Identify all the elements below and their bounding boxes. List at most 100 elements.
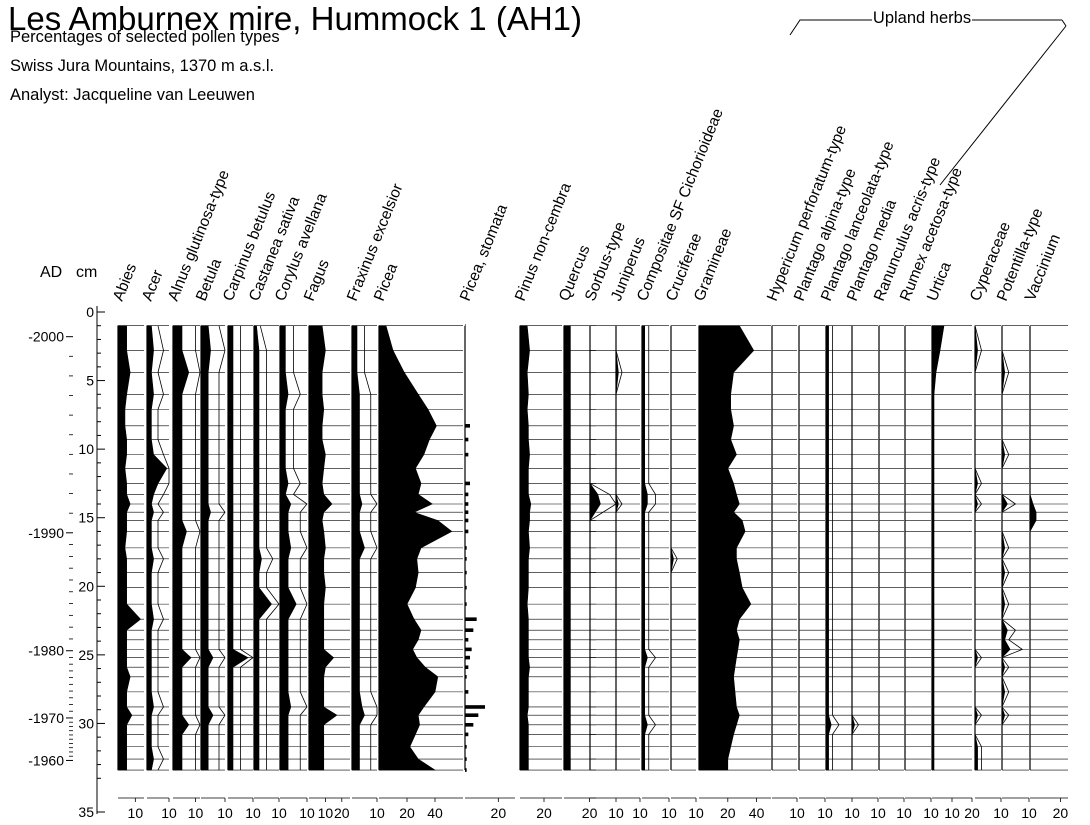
subtitle-line-2: Swiss Jura Mountains, 1370 m a.s.l. — [10, 57, 274, 75]
x-tick-label-pinus-non-cembra: 20 — [536, 805, 552, 821]
x-tick-label-plantago-media: 10 — [870, 805, 886, 821]
x-tick-label-picea-stomata: 20 — [491, 805, 507, 821]
x-tick-label-picea: 40 — [427, 805, 443, 821]
curve-quercus — [563, 325, 571, 771]
x-tick-label-abies: 10 — [128, 805, 144, 821]
curve-betula — [200, 325, 214, 771]
x-tick-label-carpinus-betulus: 10 — [245, 805, 261, 821]
exaggeration-curve-betula — [218, 325, 226, 771]
stomata-bar — [465, 570, 467, 575]
panel-acer: Acer 10 — [139, 268, 177, 821]
bracket-right-end — [1061, 19, 1067, 27]
x-tick-label-fraxinus-excelsior: 10 — [369, 805, 385, 821]
bracket-right-diagonal — [939, 25, 1067, 186]
stomata-bar — [465, 732, 469, 737]
exaggeration-curve-compositae-sf-cichorioideae — [648, 325, 657, 771]
stomata-bar — [465, 466, 466, 471]
x-tick-label-gramineae: 40 — [749, 805, 765, 821]
stomata-bar — [465, 492, 469, 497]
taxon-label-picea: Picea — [371, 261, 401, 304]
curve-castanea-sativa — [253, 325, 272, 771]
depth-tick-label: 15 — [78, 510, 94, 526]
curve-carpinus-betulus — [227, 325, 249, 771]
x-tick-label-ranunculus-acris-type: 10 — [896, 805, 912, 821]
x-tick-label-alnus-glutinosa-type: 10 — [188, 805, 204, 821]
age-axis-label: AD — [40, 264, 62, 281]
depth-tick-label: 35 — [78, 804, 94, 820]
curve-compositae-sf-cichorioideae — [641, 325, 648, 771]
stomata-bar — [465, 392, 466, 397]
x-tick-label-quercus: 20 — [582, 805, 598, 821]
exaggeration-curve-acer — [157, 325, 170, 771]
curve-fagus — [308, 325, 338, 771]
stomata-bar — [465, 437, 469, 442]
stomata-bar — [465, 744, 467, 749]
stomata-bar — [465, 370, 466, 375]
exaggeration-curve-fraxinus-excelsior — [364, 325, 378, 771]
stomata-bar — [465, 713, 479, 717]
exaggeration-curve-plantago-lanceolata-type — [832, 325, 840, 771]
exaggeration-curve-alnus-glutinosa-type — [195, 325, 201, 771]
stomata-bar — [465, 510, 469, 515]
stomata-bar — [465, 546, 467, 550]
stomata-bar — [465, 557, 467, 561]
curve-fraxinus-excelsior — [351, 325, 365, 771]
stomata-bar — [465, 481, 470, 486]
x-tick-label-castanea-sativa: 10 — [271, 805, 287, 821]
stomata-bar — [465, 518, 469, 523]
curve-juniperus — [615, 325, 619, 771]
x-tick-label-hypericum-perforatum-type: 10 — [789, 805, 805, 821]
x-tick-label-gramineae: 20 — [720, 805, 736, 821]
x-tick-label-potentilla-type: 10 — [1021, 805, 1037, 821]
curve-plantago-lanceolata-type — [825, 325, 832, 771]
stomata-bar — [465, 637, 469, 642]
age-tick-label: -1990 — [28, 525, 64, 541]
panel-picea: Picea 20 40 — [371, 261, 463, 821]
taxon-label-abies: Abies — [110, 261, 140, 304]
curve-pinus-non-cembra — [519, 325, 532, 771]
bracket-left — [789, 19, 872, 36]
x-tick-label-betula: 10 — [217, 805, 233, 821]
panel-abies: Abies 10 — [110, 261, 144, 821]
depth-tick-label: 5 — [86, 373, 94, 389]
stomata-bar — [465, 602, 467, 606]
x-tick-label-cyperaceae: 10 — [993, 805, 1009, 821]
x-tick-label-compositae-sf-cichorioideae: 10 — [661, 805, 677, 821]
stomata-bar — [465, 323, 466, 328]
stomata-bar — [465, 655, 470, 660]
x-tick-label-plantago-alpina-type: 10 — [817, 805, 833, 821]
age-tick-label: -1960 — [28, 752, 64, 768]
stomata-bar — [465, 705, 485, 709]
panel-picea-stomata: Picea, stomata 20 — [457, 202, 515, 821]
curve-sorbus-type — [589, 325, 601, 771]
x-tick-label-sorbus-type: 10 — [608, 805, 624, 821]
curve-vaccinium — [1029, 325, 1037, 771]
chart-title: Les Amburnex mire, Hummock 1 (AH1) — [8, 0, 582, 37]
x-tick-label-corylus-avellana: 10 — [299, 805, 315, 821]
curve-picea — [378, 325, 453, 771]
exaggeration-curve-carpinus-betulus — [240, 325, 254, 771]
x-tick-label-rumex-acetosa-type: 10 — [923, 805, 939, 821]
stomata-bar — [465, 585, 467, 590]
curve-gramineae — [698, 325, 755, 771]
x-tick-label-acer: 10 — [161, 805, 177, 821]
x-tick-label-plantago-lanceolata-type: 10 — [844, 805, 860, 821]
stomata-bar — [465, 617, 477, 621]
stomata-bar — [465, 348, 466, 353]
exaggeration-curve-corylus-avellana — [292, 325, 308, 771]
stomata-bar — [465, 452, 469, 457]
depth-tick-label: 30 — [78, 715, 94, 731]
stomata-bar — [465, 407, 466, 412]
x-tick-label-juniperus: 10 — [632, 805, 648, 821]
x-tick-label-urtica: 20 — [964, 805, 980, 821]
depth-tick-label: 0 — [86, 304, 94, 320]
curve-cyperaceae — [974, 325, 978, 771]
depth-tick-label: 25 — [78, 647, 94, 663]
